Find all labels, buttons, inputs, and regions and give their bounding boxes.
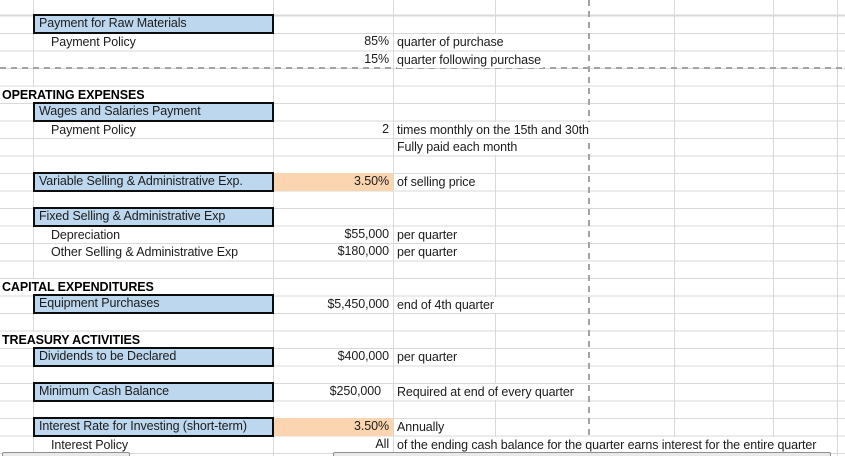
cell-interest-rate-value[interactable]: 3.50%: [273, 418, 393, 436]
table-row: Fixed Selling & Administrative Exp: [0, 206, 845, 227]
table-row: Depreciation $55,000 per quarter: [0, 226, 845, 244]
cell-variable-sga-desc[interactable]: of selling price: [397, 174, 478, 190]
table-row: Equipment Purchases $5,450,000 end of 4t…: [0, 294, 845, 314]
table-row: Payment Policy 85% quarter of purchase: [0, 33, 845, 51]
cell-interest-rate-header[interactable]: Interest Rate for Investing (short-term): [33, 416, 274, 437]
gridline-vertical: [273, 0, 274, 456]
cell-wages-salaries-header[interactable]: Wages and Salaries Payment: [33, 101, 274, 122]
table-row: Payment for Raw Materials: [0, 14, 845, 34]
cell-dividends-header[interactable]: Dividends to be Declared: [33, 346, 274, 367]
cell-interest-policy-value[interactable]: All: [375, 436, 389, 451]
table-row: Payment Policy 2 times monthly on the 15…: [0, 121, 845, 139]
cell-other-sga-desc[interactable]: per quarter: [397, 244, 460, 260]
page-break-line-horizontal: [0, 66, 845, 69]
cell-equipment-purchases-header[interactable]: Equipment Purchases: [33, 294, 274, 314]
gridline-vertical: [33, 0, 34, 456]
table-row: Minimum Cash Balance $250,000 Required a…: [0, 381, 845, 402]
table-row: CAPITAL EXPENDITURES: [0, 278, 845, 296]
cell-payment-policy-label[interactable]: Payment Policy: [51, 35, 136, 49]
cell-dividends-value[interactable]: $400,000: [337, 349, 389, 363]
cell-min-cash-balance-desc[interactable]: Required at end of every quarter: [397, 384, 576, 400]
cell-variable-sga-header[interactable]: Variable Selling & Administrative Exp.: [33, 171, 274, 192]
cell-other-sga-value[interactable]: $180,000: [337, 244, 389, 258]
cell-interest-policy-desc[interactable]: of the ending cash balance for the quart…: [397, 436, 819, 453]
table-row: Interest Rate for Investing (short-term)…: [0, 416, 845, 437]
cell-wages-policy2-desc[interactable]: Fully paid each month: [397, 139, 520, 155]
cell-wages-policy-value[interactable]: 2: [382, 121, 389, 136]
cell-min-cash-balance-header[interactable]: Minimum Cash Balance: [33, 381, 274, 402]
cell-fixed-sga-header[interactable]: Fixed Selling & Administrative Exp: [33, 206, 274, 227]
gridline-vertical: [495, 0, 496, 456]
cell-equipment-purchases-value[interactable]: $5,450,000: [327, 296, 389, 311]
cell-wages-policy-label[interactable]: Payment Policy: [51, 122, 136, 137]
cell-payment-policy2-desc[interactable]: quarter following purchase: [397, 51, 544, 68]
cell-payment-for-raw-materials-header[interactable]: Payment for Raw Materials: [33, 14, 274, 34]
cell-payment-policy-value[interactable]: 85%: [364, 34, 389, 48]
table-row: Dividends to be Declared $400,000 per qu…: [0, 346, 845, 367]
cell-other-sga-label[interactable]: Other Selling & Administrative Exp: [51, 245, 238, 259]
embedded-object-top-edge-right[interactable]: [333, 452, 831, 456]
cell-dividends-desc[interactable]: per quarter: [397, 349, 460, 365]
table-row: TREASURY ACTIVITIES: [0, 331, 845, 349]
table-row: Interest Policy All of the ending cash b…: [0, 436, 845, 454]
gridline-vertical: [773, 0, 774, 456]
table-row: 15% quarter following purchase: [0, 51, 845, 69]
table-row: Fully paid each month: [0, 138, 845, 156]
table-row: Other Selling & Administrative Exp $180,…: [0, 243, 845, 261]
gridline-vertical: [674, 0, 675, 456]
table-row: OPERATING EXPENSES: [0, 86, 845, 104]
cell-interest-rate-desc[interactable]: Annually: [397, 419, 447, 435]
section-title-capital-expenditures[interactable]: CAPITAL EXPENDITURES: [2, 279, 157, 295]
cell-wages-policy-desc[interactable]: times monthly on the 15th and 30th: [397, 121, 591, 138]
cell-min-cash-balance-value[interactable]: $250,000: [329, 384, 381, 398]
page-break-line-vertical: [588, 0, 590, 456]
cell-equipment-purchases-desc[interactable]: end of 4th quarter: [397, 296, 496, 313]
cell-depreciation-value[interactable]: $55,000: [344, 226, 390, 241]
table-row: Wages and Salaries Payment: [0, 101, 845, 122]
cell-variable-sga-value[interactable]: 3.50%: [273, 173, 393, 191]
cell-payment-policy2-value[interactable]: 15%: [364, 51, 389, 66]
cell-payment-policy-desc[interactable]: quarter of purchase: [397, 34, 506, 50]
cell-interest-policy-label[interactable]: Interest Policy: [51, 437, 129, 452]
gridline-vertical: [393, 0, 394, 456]
gridline-vertical: [837, 0, 838, 456]
cell-depreciation-label[interactable]: Depreciation: [51, 227, 120, 242]
section-title-operating-expenses[interactable]: OPERATING EXPENSES: [2, 86, 148, 103]
section-title-treasury-activities[interactable]: TREASURY ACTIVITIES: [2, 331, 143, 348]
cell-depreciation-desc[interactable]: per quarter: [397, 226, 460, 243]
embedded-object-top-edge-left[interactable]: [2, 452, 130, 456]
table-row: Variable Selling & Administrative Exp. 3…: [0, 171, 845, 192]
